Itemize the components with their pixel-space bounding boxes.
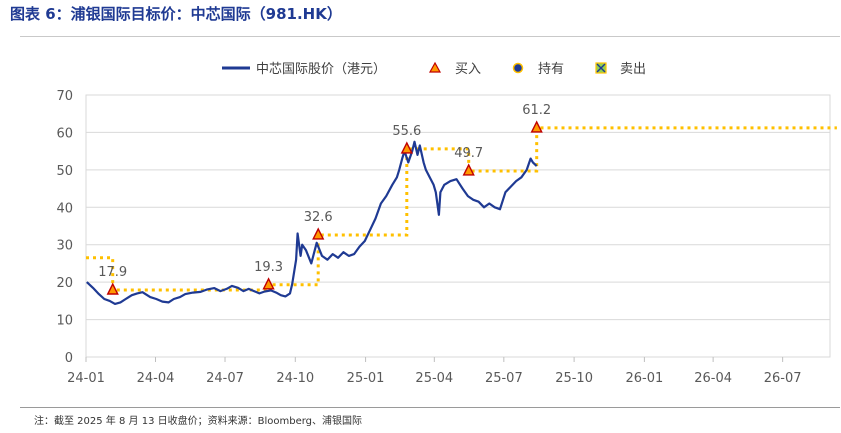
target-label: 49.7	[454, 146, 483, 161]
buy-marker	[462, 163, 475, 176]
x-tick-label: 25-01	[347, 371, 385, 386]
buy-marker	[312, 227, 325, 240]
buy-marker	[530, 120, 543, 133]
legend-label: 持有	[538, 62, 564, 77]
x-tick-label: 24-07	[206, 371, 244, 386]
footer-divider	[20, 407, 840, 408]
y-tick-label: 40	[56, 201, 73, 216]
target-label: 61.2	[522, 103, 551, 118]
legend-label: 卖出	[620, 62, 646, 77]
target-label: 55.6	[392, 124, 421, 139]
x-tick-label: 26-04	[694, 371, 732, 386]
target-label: 19.3	[254, 260, 283, 275]
x-tick-label: 25-10	[555, 371, 593, 386]
x-tick-label: 26-01	[625, 371, 663, 386]
buy-marker	[262, 277, 275, 290]
buy-marker	[400, 141, 413, 154]
target-label: 32.6	[304, 210, 333, 225]
y-tick-label: 10	[56, 314, 73, 329]
legend-label: 买入	[455, 62, 481, 77]
x-tick-label: 24-04	[137, 371, 175, 386]
legend-buy-swatch	[428, 61, 442, 73]
y-tick-label: 50	[56, 164, 73, 179]
x-tick-label: 25-04	[415, 371, 453, 386]
y-tick-label: 0	[65, 351, 73, 366]
target-label: 17.9	[98, 265, 127, 280]
legend-sell-cross	[596, 63, 606, 73]
y-tick-label: 70	[56, 89, 73, 104]
x-tick-label: 26-07	[764, 371, 802, 386]
legend-label: 中芯国际股价（港元）	[256, 62, 386, 77]
y-tick-label: 20	[56, 276, 73, 291]
x-tick-label: 24-01	[67, 371, 105, 386]
y-tick-label: 60	[56, 126, 73, 141]
buy-marker	[106, 282, 119, 295]
plot-area	[85, 94, 831, 358]
share-price-line	[86, 140, 538, 305]
y-tick-label: 30	[56, 239, 73, 254]
x-tick-label: 24-10	[276, 371, 314, 386]
figure-title: 图表 6：浦银国际目标价：中芯国际（981.HK）	[10, 5, 342, 23]
title-divider	[20, 36, 840, 37]
target-price-line	[86, 126, 837, 292]
source-note: 注：截至 2025 年 8 月 13 日收盘价；资料来源：Bloomberg、浦…	[34, 416, 363, 427]
legend-hold-swatch	[512, 62, 524, 74]
x-tick-label: 25-07	[485, 371, 523, 386]
